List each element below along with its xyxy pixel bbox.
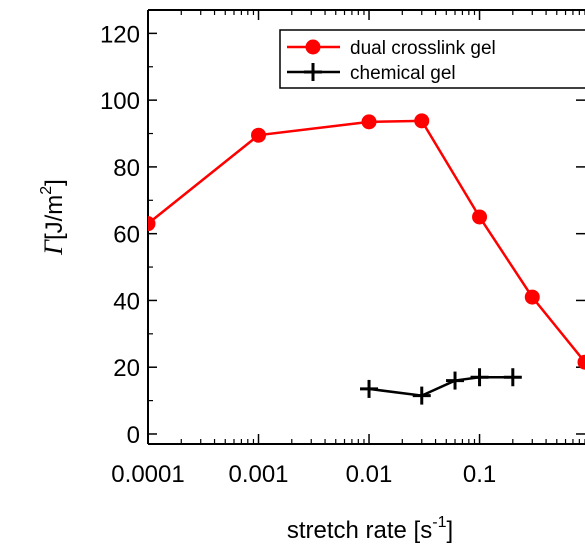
x-tick-label: 0.001 (228, 461, 288, 488)
y-tick-label: 100 (100, 88, 140, 115)
y-axis-symbol: Γ (39, 239, 68, 256)
series-1-point (414, 113, 430, 129)
y-axis-label-suffix: ] (41, 179, 68, 186)
series-1-point (577, 354, 585, 370)
y-axis-unit: [J/m (41, 195, 68, 240)
legend: dual crosslink gel chemical gel (279, 29, 585, 89)
series-1-point (361, 114, 377, 130)
series-1-point (251, 127, 267, 143)
legend-marker-2 (304, 63, 322, 81)
y-tick-label: 60 (113, 222, 140, 249)
axes (147, 9, 585, 445)
series-1-point (524, 289, 540, 305)
legend-label-1: dual crosslink gel (350, 38, 496, 59)
x-tick-label: 0.1 (463, 461, 496, 488)
series-1-point (148, 216, 156, 232)
x-axis-label-suffix: ] (446, 517, 453, 544)
series-layer (148, 113, 585, 405)
x-axis-label: stretch rate [s-1] (287, 514, 453, 544)
series-2-point (446, 371, 465, 390)
y-tick-label: 0 (127, 422, 140, 449)
x-axis-label-superscript: -1 (432, 514, 446, 531)
series-2-point (470, 368, 489, 387)
y-tick-label: 120 (100, 21, 140, 48)
series-2-point (360, 379, 379, 398)
legend-box (279, 29, 585, 89)
series-1-point (472, 209, 488, 225)
x-tick-label: 0.01 (346, 461, 393, 488)
series-2-point (503, 368, 522, 387)
tick-labels: 0 20 40 60 80 100 120 0.0001 0.001 0.01 0.1 (100, 21, 496, 488)
legend-label-2: chemical gel (350, 63, 456, 84)
series-line-2 (368, 375, 513, 397)
series-2-point (412, 386, 431, 405)
x-tick-label: 0.0001 (111, 461, 184, 488)
series-line-1 (148, 119, 585, 363)
legend-marker-1 (305, 39, 321, 55)
y-axis-label: Γ[J/m2] (38, 179, 68, 256)
y-tick-label: 20 (113, 355, 140, 382)
y-tick-label: 40 (113, 288, 140, 315)
y-tick-label: 80 (113, 155, 140, 182)
y-axis-label-superscript: 2 (38, 186, 55, 195)
